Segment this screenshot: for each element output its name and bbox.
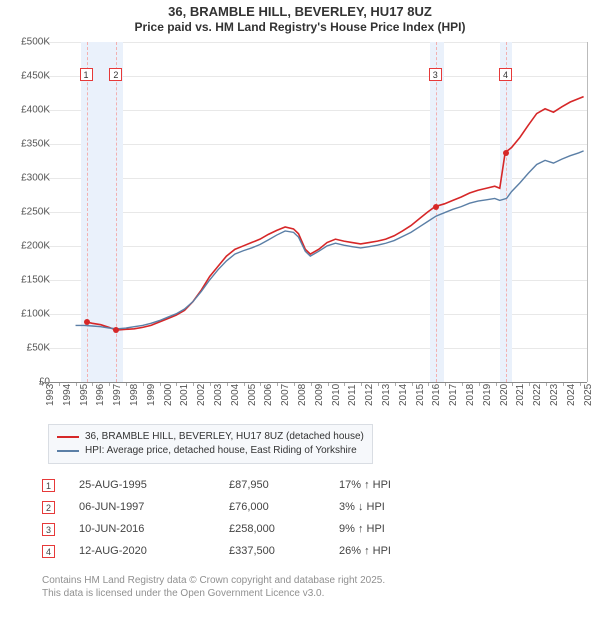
legend-label: HPI: Average price, detached house, East… bbox=[85, 444, 357, 458]
x-axis-label: 1997 bbox=[112, 384, 123, 406]
x-axis-label: 2013 bbox=[381, 384, 392, 406]
event-pct: 9% ↑ HPI bbox=[339, 523, 449, 535]
footer-line1: Contains HM Land Registry data © Crown c… bbox=[42, 574, 385, 587]
x-axis-label: 2000 bbox=[163, 384, 174, 406]
event-price: £337,500 bbox=[229, 545, 339, 557]
legend-entry: 36, BRAMBLE HILL, BEVERLEY, HU17 8UZ (de… bbox=[57, 430, 364, 444]
event-pct: 26% ↑ HPI bbox=[339, 545, 449, 557]
chart-title-block: 36, BRAMBLE HILL, BEVERLEY, HU17 8UZ Pri… bbox=[0, 0, 600, 34]
event-marker-box: 3 bbox=[429, 68, 442, 81]
event-date: 25-AUG-1995 bbox=[79, 479, 229, 491]
x-axis-label: 2008 bbox=[297, 384, 308, 406]
x-axis-label: 1998 bbox=[129, 384, 140, 406]
chart-plot-area: 1 2 3 4 bbox=[42, 42, 588, 382]
event-pct: 17% ↑ HPI bbox=[339, 479, 449, 491]
x-axis-label: 1996 bbox=[95, 384, 106, 406]
x-axis-label: 1995 bbox=[79, 384, 90, 406]
x-axis-label: 2007 bbox=[280, 384, 291, 406]
x-axis-label: 2022 bbox=[532, 384, 543, 406]
event-row: 1 25-AUG-1995 £87,950 17% ↑ HPI bbox=[42, 474, 449, 496]
event-marker-box: 1 bbox=[80, 68, 93, 81]
x-axis-label: 2009 bbox=[314, 384, 325, 406]
x-axis-label: 2015 bbox=[415, 384, 426, 406]
event-price: £76,000 bbox=[229, 501, 339, 513]
x-axis-label: 2025 bbox=[583, 384, 594, 406]
price-paid-dot bbox=[113, 327, 119, 333]
x-axis-label: 2005 bbox=[247, 384, 258, 406]
event-marker-box: 4 bbox=[499, 68, 512, 81]
x-axis-label: 2010 bbox=[331, 384, 342, 406]
price-paid-dot bbox=[84, 319, 90, 325]
title-line1: 36, BRAMBLE HILL, BEVERLEY, HU17 8UZ bbox=[0, 4, 600, 19]
x-axis-label: 2002 bbox=[196, 384, 207, 406]
price-paid-dot bbox=[503, 150, 509, 156]
x-axis-label: 2023 bbox=[549, 384, 560, 406]
event-row: 4 12-AUG-2020 £337,500 26% ↑ HPI bbox=[42, 540, 449, 562]
event-row: 2 06-JUN-1997 £76,000 3% ↓ HPI bbox=[42, 496, 449, 518]
price-paid-dot bbox=[433, 204, 439, 210]
legend-swatch bbox=[57, 436, 79, 438]
x-axis-label: 2018 bbox=[465, 384, 476, 406]
x-axis-labels: 1993199419951996199719981999200020012002… bbox=[42, 384, 588, 424]
x-axis-label: 2004 bbox=[230, 384, 241, 406]
x-axis-label: 2024 bbox=[566, 384, 577, 406]
event-marker-box: 2 bbox=[42, 501, 55, 514]
legend-box: 36, BRAMBLE HILL, BEVERLEY, HU17 8UZ (de… bbox=[48, 424, 373, 464]
footer-line2: This data is licensed under the Open Gov… bbox=[42, 587, 385, 600]
title-line2: Price paid vs. HM Land Registry's House … bbox=[0, 20, 600, 34]
events-table: 1 25-AUG-1995 £87,950 17% ↑ HPI 2 06-JUN… bbox=[42, 474, 449, 562]
footer-attribution: Contains HM Land Registry data © Crown c… bbox=[42, 574, 385, 600]
x-axis-label: 2006 bbox=[263, 384, 274, 406]
x-axis-label: 1994 bbox=[62, 384, 73, 406]
event-pct: 3% ↓ HPI bbox=[339, 501, 449, 513]
chart-lines-svg bbox=[42, 42, 587, 382]
event-date: 12-AUG-2020 bbox=[79, 545, 229, 557]
event-marker-box: 2 bbox=[109, 68, 122, 81]
series-line-hpi bbox=[76, 151, 584, 329]
x-axis-label: 2020 bbox=[499, 384, 510, 406]
legend-swatch bbox=[57, 450, 79, 452]
series-line-price_paid bbox=[86, 97, 583, 330]
event-marker-box: 4 bbox=[42, 545, 55, 558]
legend-entry: HPI: Average price, detached house, East… bbox=[57, 444, 364, 458]
event-date: 10-JUN-2016 bbox=[79, 523, 229, 535]
x-axis-label: 2016 bbox=[431, 384, 442, 406]
x-axis-label: 2012 bbox=[364, 384, 375, 406]
x-axis-label: 2017 bbox=[448, 384, 459, 406]
event-date: 06-JUN-1997 bbox=[79, 501, 229, 513]
legend-label: 36, BRAMBLE HILL, BEVERLEY, HU17 8UZ (de… bbox=[85, 430, 364, 444]
x-axis-label: 2001 bbox=[179, 384, 190, 406]
x-axis-label: 2003 bbox=[213, 384, 224, 406]
x-axis-label: 1999 bbox=[146, 384, 157, 406]
event-price: £258,000 bbox=[229, 523, 339, 535]
x-axis-label: 2019 bbox=[482, 384, 493, 406]
event-marker-box: 3 bbox=[42, 523, 55, 536]
x-axis-label: 2021 bbox=[515, 384, 526, 406]
x-axis-label: 2014 bbox=[398, 384, 409, 406]
event-marker-box: 1 bbox=[42, 479, 55, 492]
x-axis-label: 2011 bbox=[347, 384, 358, 406]
event-row: 3 10-JUN-2016 £258,000 9% ↑ HPI bbox=[42, 518, 449, 540]
event-price: £87,950 bbox=[229, 479, 339, 491]
